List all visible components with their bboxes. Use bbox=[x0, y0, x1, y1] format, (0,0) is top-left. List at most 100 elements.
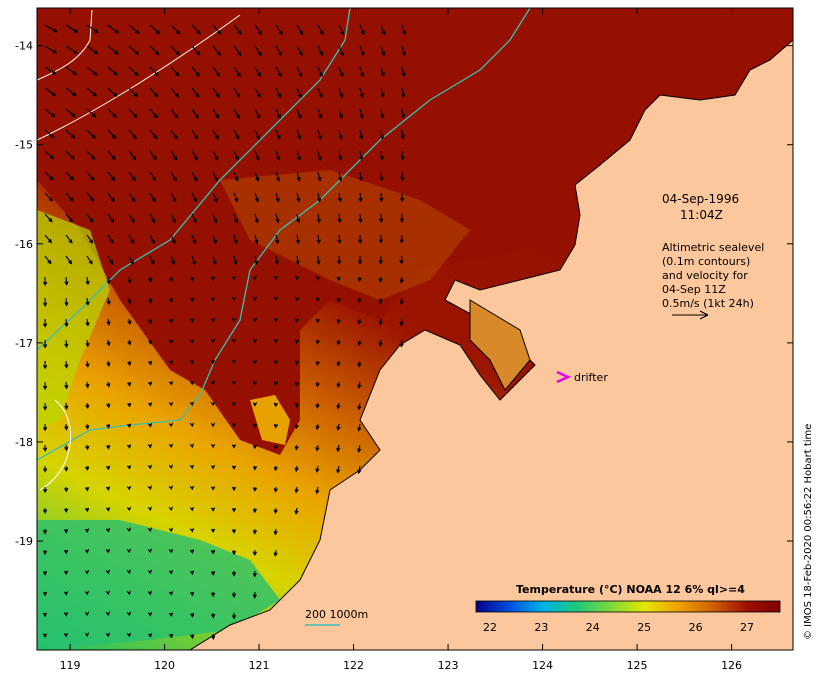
velocity-arrow bbox=[189, 485, 195, 491]
colorbar-tick-label: 24 bbox=[586, 621, 600, 634]
velocity-arrow bbox=[44, 24, 58, 33]
velocity-arrow bbox=[275, 192, 280, 203]
velocity-arrow bbox=[378, 318, 383, 326]
velocity-arrow bbox=[42, 423, 48, 432]
velocity-arrow bbox=[231, 380, 237, 386]
velocity-arrow bbox=[85, 381, 90, 389]
velocity-arrow bbox=[191, 192, 197, 203]
velocity-arrow bbox=[191, 150, 198, 161]
velocity-arrow bbox=[296, 45, 303, 57]
velocity-arrow bbox=[275, 45, 283, 57]
velocity-arrow bbox=[231, 275, 237, 281]
velocity-arrow bbox=[85, 465, 90, 471]
velocity-arrow bbox=[336, 402, 341, 410]
velocity-arrow bbox=[44, 108, 56, 118]
velocity-arrow bbox=[85, 423, 90, 430]
velocity-arrow bbox=[147, 443, 153, 449]
velocity-arrow bbox=[359, 108, 364, 119]
velocity-arrow bbox=[233, 150, 239, 161]
velocity-arrow bbox=[210, 297, 216, 302]
velocity-arrow bbox=[231, 444, 237, 449]
velocity-arrow bbox=[168, 548, 174, 554]
velocity-arrow bbox=[273, 275, 279, 281]
velocity-arrow bbox=[84, 486, 90, 492]
velocity-arrow bbox=[42, 276, 48, 287]
velocity-arrow bbox=[128, 192, 136, 203]
velocity-arrow bbox=[189, 318, 195, 323]
velocity-arrow bbox=[105, 507, 111, 512]
west-yellow-zone bbox=[37, 210, 110, 430]
velocity-arrow bbox=[210, 528, 216, 534]
velocity-arrow bbox=[337, 171, 343, 182]
velocity-arrow bbox=[294, 507, 299, 515]
velocity-arrow bbox=[126, 506, 132, 512]
velocity-arrow bbox=[85, 339, 90, 348]
velocity-arrow bbox=[191, 24, 201, 35]
colorbar-tick-label: 27 bbox=[740, 621, 754, 634]
velocity-arrow bbox=[42, 486, 48, 494]
velocity-arrow bbox=[127, 297, 132, 305]
velocity-arrow bbox=[273, 360, 279, 365]
velocity-arrow bbox=[84, 611, 90, 617]
velocity-arrow bbox=[378, 339, 383, 348]
velocity-arrow bbox=[357, 381, 362, 389]
velocity-arrow bbox=[357, 276, 362, 283]
y-tick-label: -15 bbox=[15, 139, 33, 152]
velocity-arrow bbox=[338, 129, 343, 140]
x-tick-label: 122 bbox=[343, 659, 364, 672]
velocity-arrow bbox=[84, 632, 90, 638]
velocity-arrow bbox=[127, 318, 132, 325]
legend-line: 0.5m/s (1kt 24h) bbox=[662, 297, 754, 310]
velocity-arrow bbox=[84, 569, 90, 575]
velocity-arrow bbox=[168, 401, 174, 407]
velocity-arrow bbox=[126, 444, 132, 449]
velocity-arrow bbox=[63, 612, 69, 617]
velocity-arrow bbox=[296, 87, 302, 99]
velocity-arrow bbox=[294, 360, 300, 366]
velocity-arrow bbox=[42, 591, 48, 597]
velocity-arrow bbox=[44, 171, 54, 181]
velocity-arrow bbox=[126, 527, 131, 533]
velocity-arrow bbox=[273, 423, 279, 429]
velocity-arrow bbox=[149, 129, 158, 140]
velocity-arrow bbox=[189, 464, 195, 470]
velocity-arrow bbox=[378, 276, 383, 283]
velocity-arrow bbox=[65, 108, 76, 118]
velocity-arrow bbox=[357, 339, 362, 347]
velocity-arrow bbox=[210, 591, 216, 598]
velocity-arrow bbox=[128, 45, 140, 55]
velocity-arrow bbox=[86, 171, 95, 181]
velocity-arrow bbox=[128, 66, 139, 77]
velocity-arrow bbox=[294, 444, 299, 451]
velocity-arrow bbox=[294, 318, 300, 323]
velocity-arrow bbox=[210, 422, 216, 428]
velocity-arrow bbox=[357, 423, 362, 432]
y-tick-label: -19 bbox=[15, 535, 33, 548]
velocity-arrow bbox=[64, 423, 69, 431]
velocity-arrow bbox=[317, 129, 323, 140]
velocity-arrow bbox=[107, 87, 118, 97]
velocity-arrow bbox=[399, 318, 404, 327]
velocity-arrow bbox=[275, 66, 282, 78]
velocity-arrow bbox=[273, 381, 279, 386]
drifter-label: drifter bbox=[574, 371, 608, 384]
velocity-arrow bbox=[231, 612, 237, 620]
velocity-arrow bbox=[296, 24, 304, 36]
velocity-arrow bbox=[106, 402, 111, 409]
velocity-arrow bbox=[254, 66, 262, 78]
velocity-arrow bbox=[273, 507, 278, 515]
x-tick-label: 119 bbox=[60, 659, 81, 672]
velocity-arrow bbox=[338, 45, 344, 57]
x-tick-label: 120 bbox=[154, 659, 175, 672]
velocity-arrow bbox=[252, 402, 258, 407]
velocity-arrow bbox=[315, 444, 320, 452]
velocity-arrow bbox=[64, 444, 69, 452]
velocity-arrow bbox=[336, 360, 341, 367]
velocity-arrow bbox=[148, 339, 153, 345]
velocity-arrow bbox=[294, 465, 299, 473]
velocity-arrow bbox=[147, 506, 152, 512]
velocity-arrow bbox=[317, 150, 322, 161]
velocity-arrow bbox=[149, 234, 155, 245]
velocity-arrow bbox=[210, 401, 216, 407]
velocity-arrow bbox=[105, 444, 111, 450]
